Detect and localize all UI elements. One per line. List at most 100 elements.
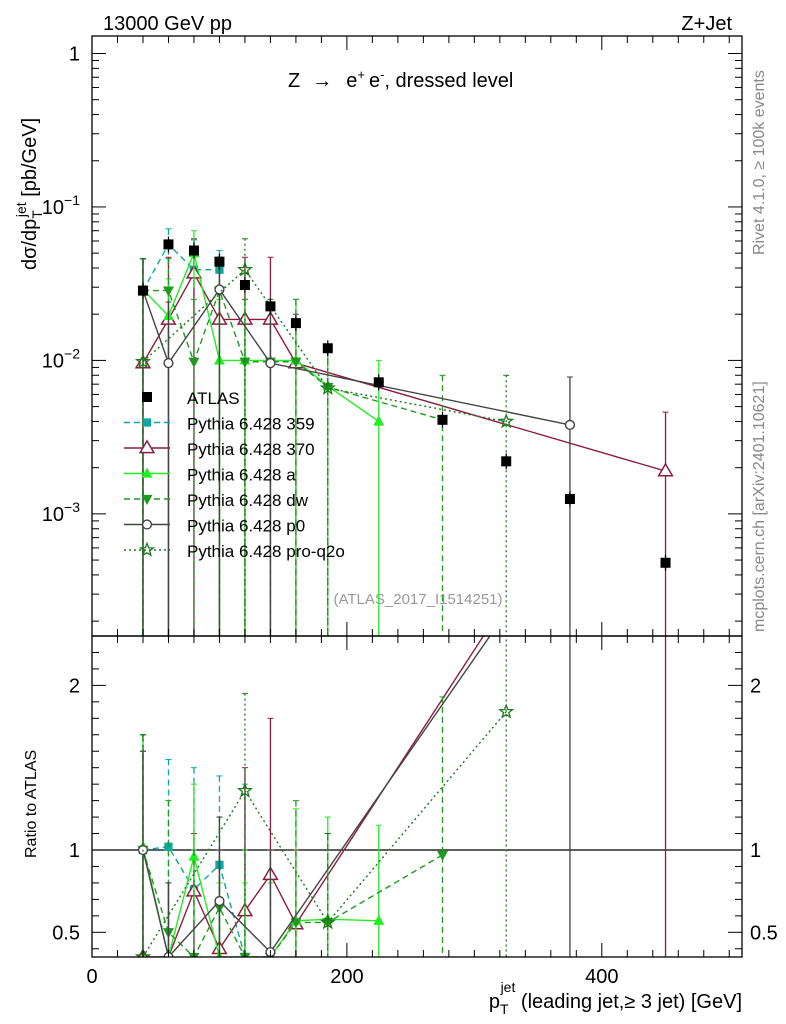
legend-marker-pythia-6-428-359 [142,418,152,427]
atlas-data-point [188,245,199,256]
atlas-data-point [660,557,671,568]
main-point-pythia-6-428-p0 [564,419,576,430]
y-tick-label-exp: −2 [64,345,80,361]
main-point-pythia-6-428-dw [290,357,302,368]
ratio-point-pythia-6-428-a [373,914,385,925]
y-tick-label-base: 10 [42,197,64,219]
ratio-y-tick-label-left: 0.5 [52,922,80,944]
legend-marker-pythia-6-428-370 [138,439,156,454]
x-axis-label: pTjet (leading jet,≥ 3 jet) [GeV] [489,979,742,1017]
main-annotation-title: Z → e+ e-, dressed level [288,67,513,92]
ratio-point-pythia-6-428-pro-q2o [134,948,152,957]
atlas-data-point [501,456,512,467]
main-y-axis-label-unit: [pb/GeV] [19,118,41,203]
ratio-y-tick-label-right: 1 [750,840,761,862]
header-energy: 13000 GeV pp [103,13,232,35]
annotation-eplus: e [346,70,357,92]
main-line-pythia-6-428-a [142,250,380,423]
ratio-point-pythia-6-428-dw [436,850,448,861]
legend-label-pythia-6-428-359: Pythia 6.428 359 [187,415,315,434]
atlas-data-point [373,377,384,388]
ratio-point-pythia-6-428-359 [164,842,173,851]
atlas-data-point [564,493,575,504]
y-tick-label-base: 10 [42,504,64,526]
legend-label-pythia-6-428-a: Pythia 6.428 a [187,466,296,485]
legend-marker-pythia-6-428-pro-q2o [138,541,156,557]
ratio-line-pythia-6-428-dw [142,849,443,957]
atlas-data-point [322,343,333,354]
main-point-pythia-6-428-p0 [214,284,225,295]
atlas-data-point [163,239,174,250]
x-axis-label-main: p [489,991,500,1013]
main-point-pythia-6-428-pro-q2o [498,413,515,429]
main-y-axis-label-sub: T [29,210,45,219]
atlas-data-point [290,318,301,329]
main-point-pythia-6-428-p0 [163,358,174,369]
annotation-plus: + [357,67,365,82]
legend-label-pythia-6-428-pro-q2o: Pythia 6.428 pro-q2o [187,542,345,561]
main-point-pythia-6-428-pro-q2o [134,353,152,369]
legend-marker-pythia-6-428-a [141,467,153,478]
ratio-panel-marks [92,349,742,957]
main-y-axis-label-main: dσ/dp [19,219,41,270]
y-tick-label: 10−3 [42,499,80,526]
main-point-pythia-6-428-dw [162,286,174,297]
atlas-data-point [137,285,148,296]
main-line-pythia-6-428-370 [142,271,666,472]
side-label-rivet: Rivet 4.1.0, ≥ 100k events [751,70,768,255]
ratio-point-pythia-6-428-dw [290,918,302,929]
ratio-plot-area [92,349,742,957]
ratio-y-tick-label-left: 2 [69,675,80,697]
atlas-data-point [214,256,225,267]
annotation-rest: , dressed level [384,70,513,92]
annotation-minus: - [380,67,384,82]
x-tick-label: 400 [585,966,618,988]
y-tick-label: 10−1 [42,192,80,219]
legend-label-atlas: ATLAS [187,389,240,408]
analysis-watermark: (ATLAS_2017_I1514251) [333,591,502,608]
main-panel-marks [134,228,674,636]
main-point-pythia-6-428-dw [188,357,200,368]
legend-label-pythia-6-428-370: Pythia 6.428 370 [187,440,315,459]
ratio-point-pythia-6-428-p0 [214,895,225,907]
ratio-y-tick-label-right: 2 [750,675,761,697]
ratio-point-pythia-6-428-370 [659,349,673,361]
main-y-axis-label: dσ/dpTjet [pb/GeV] [13,118,45,270]
atlas-data-point [239,280,250,291]
ratio-y-tick-label-right: 0.5 [750,922,778,944]
annotation-z: Z [288,70,300,92]
main-point-pythia-6-428-370 [657,462,674,477]
legend-label-pythia-6-428-p0: Pythia 6.428 p0 [187,517,305,536]
y-tick-label: 1 [69,43,80,65]
side-label-mcplots: mcplots.cern.ch [arXiv:2401.10621] [751,381,768,632]
main-point-pythia-6-428-p0 [265,358,276,369]
atlas-data-point [265,301,276,312]
legend-marker-pythia-6-428-p0 [141,519,153,530]
ratio-frame [91,635,743,958]
ratio-y-tick-label-left: 1 [69,840,80,862]
ratio-point-pythia-6-428-pro-q2o [236,782,253,798]
annotation-eminus: e [369,70,380,92]
x-axis-label-sup: jet [500,979,516,995]
legend-marker-atlas [142,392,152,402]
main-point-pythia-6-428-a [373,415,385,426]
main-plot-area [134,228,674,636]
atlas-data-point [437,414,448,425]
ratio-y-axis-label: Ratio to ATLAS [23,750,40,858]
y-tick-label-base: 10 [42,350,64,372]
annotation-arrow: → [312,70,332,92]
main-point-pythia-6-428-pro-q2o [319,379,336,395]
y-tick-label: 10−2 [42,345,80,372]
main-point-pythia-6-428-pro-q2o [236,261,253,277]
main-point-pythia-6-428-dw [239,357,251,368]
x-axis-label-sub: T [500,1001,509,1017]
ratio-point-pythia-6-428-pro-q2o [498,703,515,719]
y-tick-label-exp: −1 [64,192,80,208]
x-tick-label: 0 [86,966,97,988]
legend-marker-pythia-6-428-dw [141,494,153,506]
x-axis-label-rest: (leading jet,≥ 3 jet) [GeV] [515,991,742,1013]
ratio-line-pythia-6-428-370 [142,636,485,957]
ratio-line-pythia-6-428-a [142,846,379,957]
y-tick-label-exp: −3 [64,499,80,515]
